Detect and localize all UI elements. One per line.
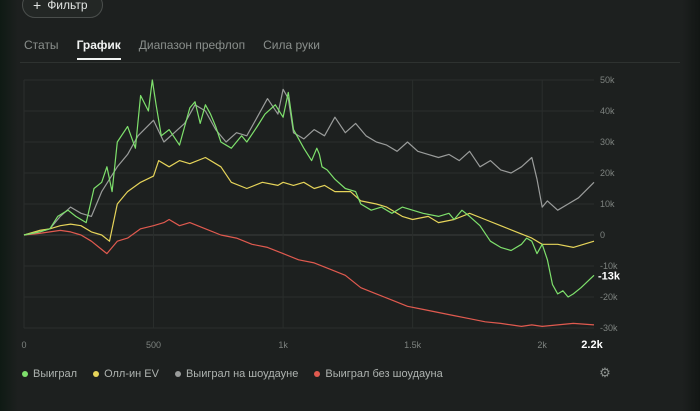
legend-label-allin-ev: Олл-ин EV	[104, 368, 159, 380]
x-tick-label: 500	[146, 340, 161, 350]
series-line-2	[23, 88, 595, 236]
gear-icon[interactable]: ⚙	[599, 365, 611, 380]
tab-graph[interactable]: График	[76, 38, 121, 60]
tabs-divider	[20, 62, 680, 63]
legend-dot-won	[22, 371, 28, 377]
x-tick-label: 2k	[537, 340, 547, 350]
legend-label-no-showdown: Выиграл без шоудауна	[325, 368, 443, 380]
legend-dot-no-showdown	[314, 371, 321, 377]
end-value-label: -13k	[598, 270, 621, 282]
tab-bar: Статы График Диапазон префлоп Сила руки	[24, 38, 320, 60]
legend-item-allin-ev[interactable]: Олл-ин EV	[93, 368, 159, 380]
series-line-1	[23, 156, 595, 248]
tab-stats[interactable]: Статы	[24, 38, 59, 52]
legend-label-showdown: Выиграл на шоудауне	[185, 368, 299, 380]
winnings-chart: 50k 40k 30k 20k 10k 0 -10k -20k -30k 0 500 1k 1.5k 2k…	[21, 75, 621, 351]
y-tick-label: -10k	[600, 261, 618, 271]
y-tick-label: 10k	[600, 199, 615, 209]
end-x-label: 2.2k	[581, 339, 603, 351]
legend-dot-showdown	[174, 371, 181, 377]
x-tick-label: 1k	[278, 340, 288, 350]
legend-item-showdown[interactable]: Выиграл на шоудауне	[174, 368, 299, 380]
legend-label-won: Выиграл	[33, 368, 78, 380]
y-tick-label: 20k	[600, 168, 615, 178]
tab-preflop-range[interactable]: Диапазон префлоп	[138, 38, 246, 52]
tab-hand-strength[interactable]: Сила руки	[263, 38, 320, 52]
filter-button-label: Фильтр	[47, 0, 88, 12]
filter-button[interactable]: + Фильтр	[22, 0, 103, 18]
series-line-0	[23, 79, 595, 298]
series-line-3	[23, 218, 595, 327]
legend-item-no-showdown[interactable]: Выиграл без шоудауна	[314, 368, 443, 380]
y-tick-label: 50k	[600, 75, 615, 85]
legend-dot-allin-ev	[93, 371, 100, 377]
chart-legend: Выиграл Олл-ин EV Выиграл на шоудауне Вы…	[22, 368, 443, 380]
y-tick-label: -20k	[600, 292, 618, 302]
x-tick-label: 0	[21, 340, 26, 350]
x-tick-label: 1.5k	[404, 340, 422, 350]
y-tick-label: 30k	[600, 137, 615, 147]
y-tick-label: -30k	[600, 323, 618, 333]
legend-item-won[interactable]: Выиграл	[22, 368, 77, 380]
y-tick-label: 40k	[600, 106, 615, 116]
y-tick-label: 0	[600, 230, 605, 240]
plus-icon: +	[33, 0, 42, 13]
